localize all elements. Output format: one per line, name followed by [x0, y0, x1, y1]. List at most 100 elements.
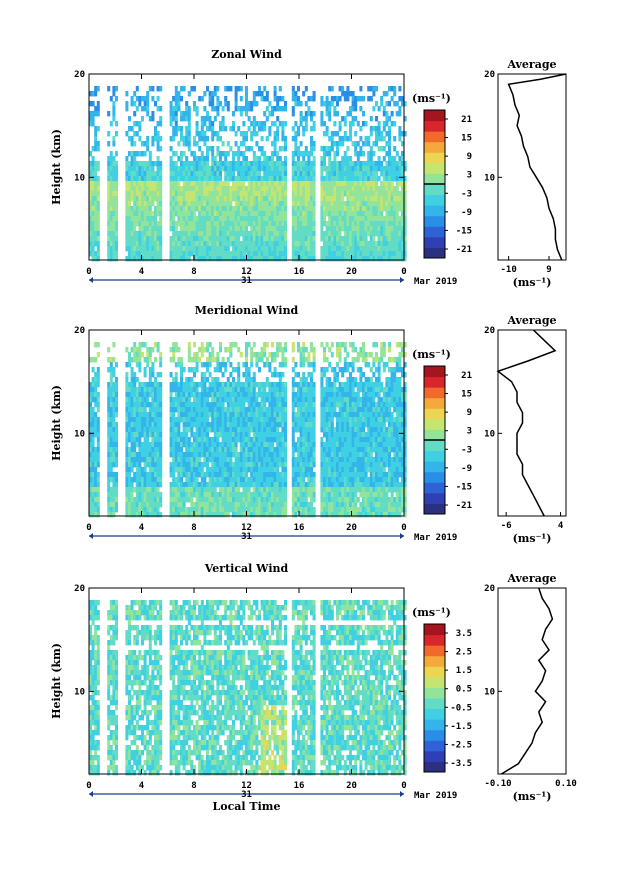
heatmap-cell: [229, 477, 233, 483]
heatmap-cell: [208, 241, 212, 247]
heatmap-cell: [250, 412, 254, 418]
heatmap-cell: [356, 231, 360, 237]
heatmap-cell: [203, 472, 207, 478]
heatmap-cell: [172, 256, 176, 262]
heatmap-cell: [239, 251, 243, 257]
heatmap-cell: [125, 457, 129, 463]
heatmap-cell: [239, 221, 243, 227]
heatmap-cell: [216, 367, 220, 373]
heatmap-cell: [382, 156, 386, 162]
heatmap-cell: [237, 367, 241, 373]
heatmap-cell: [200, 422, 204, 428]
heatmap-cell: [247, 392, 251, 398]
heatmap-cell: [263, 342, 267, 348]
heatmap-cell: [115, 216, 118, 222]
heatmap-cell: [172, 387, 176, 393]
heatmap-cell: [154, 236, 157, 242]
heatmap-cell: [354, 231, 358, 237]
heatmap-cell: [182, 116, 186, 122]
heatmap-cell: [388, 196, 391, 202]
heatmap-cell: [115, 382, 118, 388]
heatmap-cell: [187, 402, 191, 408]
heatmap-cell: [112, 186, 116, 192]
heatmap-cell: [174, 221, 178, 227]
heatmap-cell: [336, 131, 339, 137]
heatmap-cell: [174, 111, 178, 117]
heatmap-cell: [250, 221, 254, 227]
heatmap-cell: [133, 457, 137, 463]
colorbar-swatch: [424, 184, 445, 196]
heatmap-cell: [107, 437, 111, 443]
heatmap-cell: [263, 512, 267, 518]
heatmap-cell: [304, 221, 308, 227]
heatmap-cell: [143, 482, 147, 488]
heatmap-cell: [143, 392, 147, 398]
heatmap-cell: [213, 432, 217, 438]
heatmap-cell: [125, 502, 129, 508]
heatmap-cell: [203, 156, 207, 162]
heatmap-cell: [356, 216, 360, 222]
heatmap-cell: [193, 402, 196, 408]
heatmap-cell: [180, 231, 183, 237]
heatmap-cell: [265, 246, 269, 252]
heatmap-cell: [349, 196, 352, 202]
heatmap-cell: [198, 251, 202, 257]
heatmap-cell: [346, 161, 350, 167]
heatmap-cell: [130, 477, 134, 483]
heatmap-cell: [239, 507, 243, 513]
heatmap-cell: [203, 251, 207, 257]
heatmap-cell: [151, 166, 155, 172]
heatmap-cell: [96, 417, 100, 423]
heatmap-cell: [281, 186, 285, 192]
heatmap-cell: [385, 191, 389, 197]
heatmap-cell: [198, 512, 202, 518]
heatmap-cell: [252, 417, 256, 423]
heatmap-cell: [211, 477, 215, 483]
heatmap-cell: [263, 86, 267, 92]
heatmap-cell: [226, 221, 230, 227]
heatmap-cell: [377, 126, 381, 132]
heatmap-cell: [216, 422, 220, 428]
heatmap-cell: [250, 442, 254, 448]
heatmap-cell: [143, 407, 147, 413]
heatmap-cell: [125, 226, 129, 232]
heatmap-cell: [141, 507, 144, 513]
heatmap-cell: [148, 357, 152, 363]
heatmap-cell: [276, 191, 280, 197]
heatmap-cell: [395, 236, 399, 242]
heatmap-cell: [174, 347, 178, 353]
heatmap-cell: [328, 256, 332, 262]
heatmap-cell: [351, 101, 355, 107]
heatmap-cell: [260, 352, 264, 358]
heatmap-cell: [273, 357, 277, 363]
heatmap-cell: [390, 246, 394, 252]
heatmap-cell: [193, 342, 196, 348]
heatmap-cell: [200, 136, 204, 142]
heatmap-cell: [299, 196, 303, 202]
heatmap-cell: [125, 477, 129, 483]
heatmap-cell: [156, 392, 160, 398]
heatmap-cell: [187, 181, 191, 187]
heatmap-cell: [174, 372, 178, 378]
heatmap-cell: [224, 166, 228, 172]
heatmap-cell: [312, 216, 316, 222]
heatmap-cell: [336, 251, 339, 257]
heatmap-cell: [377, 191, 381, 197]
heatmap-cell: [133, 181, 137, 187]
heatmap-cell: [109, 502, 113, 508]
heatmap-cell: [107, 397, 111, 403]
heatmap-cell: [211, 377, 215, 383]
heatmap-cell: [250, 417, 254, 423]
heatmap-cell: [294, 397, 298, 403]
heatmap-cell: [276, 487, 280, 493]
heatmap-cell: [278, 477, 282, 483]
heatmap-cell: [229, 342, 233, 348]
heatmap-cell: [187, 472, 191, 478]
heatmap-cell: [250, 106, 254, 112]
heatmap-cell: [174, 392, 178, 398]
heatmap-cell: [96, 211, 100, 217]
heatmap-cell: [112, 256, 116, 262]
heatmap-cell: [260, 487, 264, 493]
heatmap-cell: [343, 251, 347, 257]
heatmap-cell: [297, 221, 300, 227]
